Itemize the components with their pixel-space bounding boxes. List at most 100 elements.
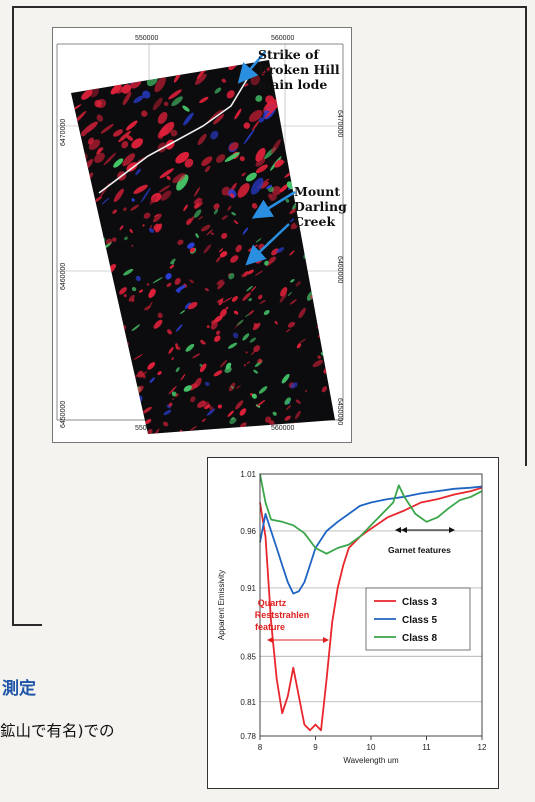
imagery-speckle [168, 62, 184, 74]
imagery-speckle [297, 338, 307, 345]
imagery-speckle [316, 421, 324, 429]
imagery-speckle [141, 110, 148, 117]
imagery-speckle [78, 182, 88, 194]
imagery-speckle [312, 359, 324, 368]
imagery-speckle [244, 83, 249, 87]
imagery-speckle [216, 297, 224, 303]
imagery-speckle [303, 118, 313, 133]
imagery-speckle [228, 272, 235, 280]
map-x-tick-560000-bottom: 560000 [271, 425, 294, 432]
imagery-speckle [306, 258, 312, 264]
imagery-speckle [113, 188, 124, 203]
imagery-speckle [289, 299, 297, 305]
imagery-speckle [187, 242, 195, 249]
imagery-speckle [184, 302, 192, 309]
imagery-speckle [171, 357, 175, 361]
imagery-speckle [214, 109, 224, 117]
garnet-features-label: Garnet features [388, 545, 451, 555]
imagery-speckle [245, 172, 257, 182]
imagery-speckle [255, 270, 263, 276]
imagery-speckle [143, 212, 151, 219]
imagery-speckle [86, 284, 96, 292]
chart-x-tick-label: 11 [422, 743, 431, 752]
imagery-speckle [260, 181, 270, 189]
imagery-speckle [203, 244, 212, 254]
imagery-speckle [204, 381, 210, 387]
imagery-speckle [290, 218, 295, 223]
imagery-speckle [326, 140, 331, 146]
imagery-speckle [225, 306, 229, 310]
chart-x-tick-label: 9 [313, 743, 318, 752]
imagery-speckle [269, 420, 275, 426]
imagery-speckle [172, 398, 175, 400]
imagery-speckle [92, 291, 99, 300]
imagery-speckle [131, 60, 142, 67]
imagery-speckle [239, 156, 245, 162]
series-line-class-8 [259, 473, 483, 555]
imagery-speckle [322, 133, 327, 140]
imagery-speckle [125, 413, 131, 419]
imagery-speckle [286, 404, 291, 411]
imagery-speckle [261, 66, 272, 76]
imagery-speckle [325, 229, 331, 236]
annotation-broken-hill-line-3: main lode [258, 77, 328, 92]
imagery-speckle [138, 289, 144, 293]
imagery-speckle [154, 76, 166, 93]
arrow-mount-darling-2 [245, 223, 290, 266]
chart-y-tick-label: 0.96 [240, 527, 256, 536]
imagery-speckle [201, 418, 206, 422]
imagery-speckle [213, 203, 220, 210]
imagery-speckle [71, 350, 76, 355]
imagery-speckle [235, 385, 241, 389]
frame-border-top [12, 6, 527, 8]
imagery-speckle [86, 422, 94, 428]
imagery-speckle [290, 382, 298, 389]
imagery-speckle [71, 123, 77, 134]
imagery-speckle [122, 91, 132, 106]
imagery-speckle [166, 282, 172, 288]
imagery-speckle [199, 363, 207, 373]
imagery-speckle [248, 109, 263, 122]
imagery-speckle [167, 329, 172, 335]
y-axis-label: Apparent Emissivity [217, 570, 226, 640]
imagery-speckle [192, 353, 201, 359]
imagery-speckle [289, 208, 298, 215]
imagery-speckle [146, 428, 153, 434]
imagery-speckle [109, 423, 113, 427]
imagery-speckle [183, 204, 188, 212]
chart-y-tick-label: 0.81 [240, 698, 256, 707]
map-y-tick-6470000: 6470000 [60, 119, 67, 146]
imagery-speckle [135, 168, 141, 176]
imagery-speckle [113, 84, 123, 94]
imagery-speckle [276, 247, 285, 253]
imagery-speckle [248, 298, 252, 302]
imagery-speckle [296, 343, 302, 349]
imagery-speckle [149, 288, 154, 292]
imagery-speckle [141, 373, 146, 379]
annotation-mount-darling-line-1: Mount [294, 184, 341, 199]
imagery-speckle [204, 165, 211, 173]
chart-legend: Class 3 Class 5 Class 8 [365, 587, 471, 651]
imagery-speckle [291, 115, 298, 122]
imagery-speckle [210, 130, 219, 140]
imagery-speckle [118, 130, 131, 143]
imagery-speckle [242, 227, 249, 235]
imagery-speckle [157, 112, 168, 124]
imagery-speckle [163, 101, 169, 107]
annotation-broken-hill: Strike of Broken Hill main lode [258, 47, 340, 92]
imagery-speckle [221, 186, 231, 196]
imagery-speckle [214, 315, 223, 323]
imagery-speckle [193, 197, 200, 204]
imagery-speckle [246, 285, 253, 292]
imagery-speckle [108, 342, 117, 349]
imagery-speckle [322, 423, 331, 430]
imagery-speckle [94, 355, 101, 362]
imagery-speckle [280, 287, 288, 297]
imagery-speckle [255, 95, 263, 102]
imagery-speckle [206, 229, 213, 236]
imagery-speckle [198, 216, 204, 220]
imagery-speckle [77, 284, 82, 290]
imagery-speckle [100, 123, 114, 134]
imagery-speckle [129, 405, 138, 412]
imagery-speckle [96, 114, 104, 122]
